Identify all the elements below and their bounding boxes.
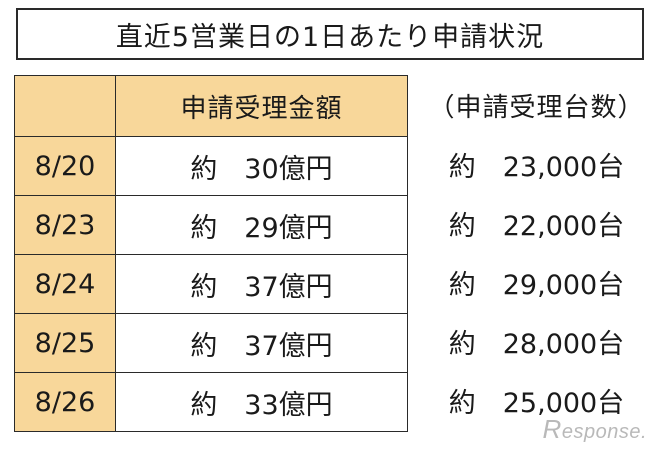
response-watermark: Response. bbox=[542, 414, 647, 444]
table-row: 8/23 約 29億円 bbox=[15, 195, 407, 254]
table-row: 8/26 約 33億円 bbox=[15, 372, 407, 431]
table-row: 8/24 約 37億円 bbox=[15, 254, 407, 313]
date-cell: 8/23 bbox=[15, 196, 116, 254]
header-date-cell bbox=[15, 76, 116, 136]
table-row: 8/25 約 37億円 bbox=[15, 313, 407, 372]
date-cell: 8/20 bbox=[15, 137, 116, 195]
amount-cell: 約 30億円 bbox=[116, 137, 407, 195]
unit-count-column: （申請受理台数） 約 23,000台 約 22,000台 約 29,000台 約… bbox=[408, 75, 665, 430]
count-cell: 約 22,000台 bbox=[448, 211, 625, 242]
applications-table: 申請受理金額 8/20 約 30億円 8/23 約 29億円 8/24 約 37… bbox=[14, 75, 408, 432]
table-row: 8/20 約 30億円 bbox=[15, 136, 407, 195]
count-cell: 約 28,000台 bbox=[448, 329, 625, 360]
count-cell: 約 25,000台 bbox=[448, 388, 625, 419]
date-cell: 8/26 bbox=[15, 373, 116, 431]
date-cell: 8/25 bbox=[15, 314, 116, 372]
amount-cell: 約 37億円 bbox=[116, 255, 407, 313]
amount-cell: 約 29億円 bbox=[116, 196, 407, 254]
header-amount-cell: 申請受理金額 bbox=[116, 76, 407, 136]
header-count-cell: （申請受理台数） bbox=[428, 92, 645, 123]
table-header-row: 申請受理金額 bbox=[15, 76, 407, 136]
amount-cell: 約 37億円 bbox=[116, 314, 407, 372]
count-cell: 約 23,000台 bbox=[448, 152, 625, 183]
page-title: 直近5営業日の1日あたり申請状況 bbox=[16, 8, 644, 60]
count-cell: 約 29,000台 bbox=[448, 270, 625, 301]
date-cell: 8/24 bbox=[15, 255, 116, 313]
amount-cell: 約 33億円 bbox=[116, 373, 407, 431]
